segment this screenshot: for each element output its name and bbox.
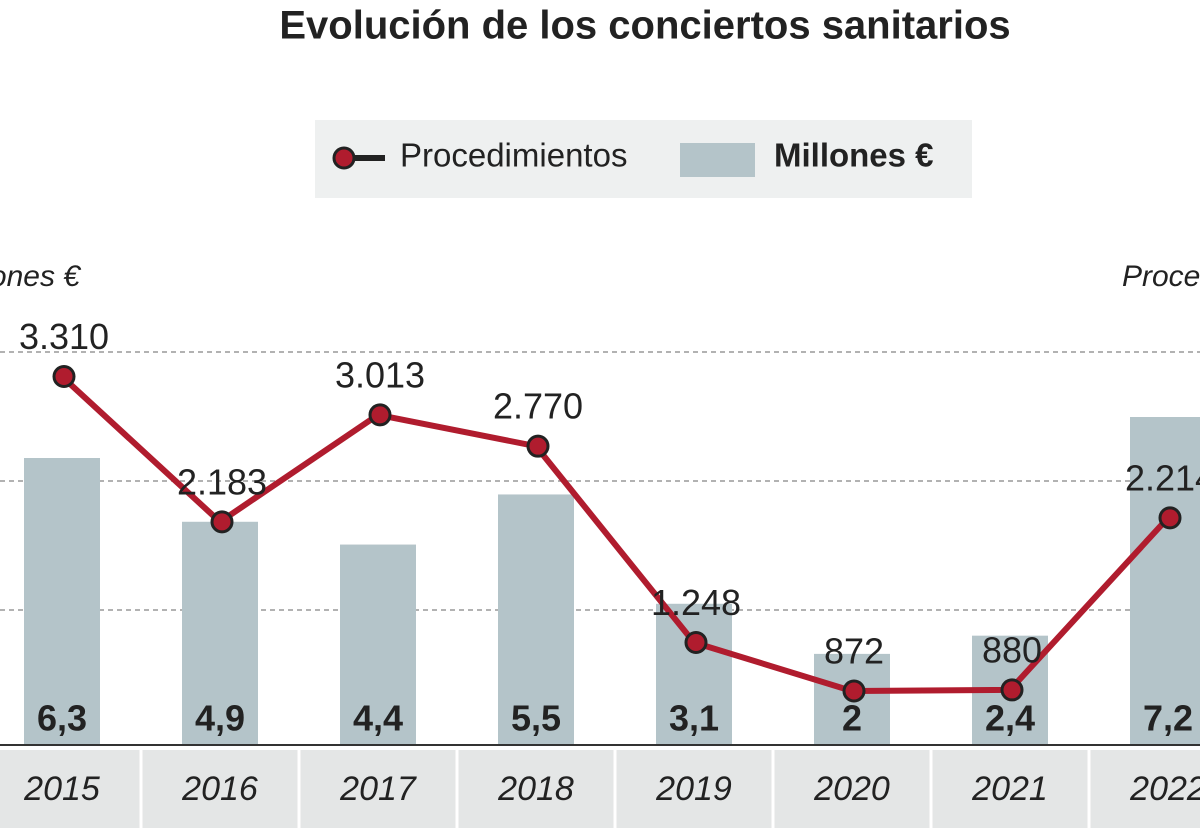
bar — [1130, 417, 1200, 745]
x-tick-label: 2020 — [813, 770, 890, 808]
x-tick-label: 2022 — [1129, 770, 1200, 808]
line-point — [684, 630, 708, 654]
bar — [498, 494, 574, 745]
line-value-label: 880 — [982, 629, 1042, 670]
line-point — [52, 365, 76, 389]
x-tick-label: 2016 — [181, 770, 258, 808]
legend-box — [315, 120, 972, 198]
category-cell — [1090, 750, 1200, 828]
x-tick-label: 2021 — [971, 770, 1048, 808]
x-tick-label: 2018 — [497, 770, 574, 808]
y-axis-label: Millones € — [0, 260, 81, 293]
chart-title: Evolución de los conciertos sanitarios — [279, 4, 1010, 48]
bar-value-label: 6,3 — [37, 698, 87, 739]
legend-label: Procedimientos — [400, 137, 627, 174]
line-point — [1000, 678, 1024, 702]
y2-axis-label: Procedimientos — [1122, 260, 1200, 293]
line-value-label: 2.183 — [177, 461, 267, 502]
line-value-label: 872 — [824, 630, 884, 671]
legend: Procedimientos Millones € — [332, 137, 934, 177]
bar-value-label: 2,4 — [985, 698, 1035, 739]
bar-value-label: 2 — [842, 698, 862, 739]
line-point — [842, 679, 866, 703]
category-cell — [300, 750, 456, 828]
category-cell — [616, 750, 772, 828]
line-value-label: 3.013 — [335, 354, 425, 395]
bar-value-label: 4,4 — [353, 698, 403, 739]
line — [59, 374, 1171, 694]
line-point — [368, 403, 392, 427]
bar — [656, 603, 732, 745]
bar — [340, 544, 416, 745]
line-point — [1158, 506, 1182, 530]
category-cell — [458, 750, 614, 828]
bar-value-label: 4,9 — [195, 698, 245, 739]
bar-value-label: 5,5 — [511, 698, 561, 739]
line-value-label: 2.214 — [1125, 457, 1200, 498]
bar — [182, 521, 258, 745]
legend-marker — [332, 146, 356, 170]
legend-label: Millones € — [774, 137, 934, 174]
x-tick-label: 2015 — [23, 770, 100, 808]
x-tick-label: 2017 — [339, 770, 417, 808]
line-value-label: 1.248 — [651, 582, 741, 623]
line-point — [210, 510, 234, 534]
legend-swatch — [680, 143, 755, 177]
x-tick-label: 2019 — [655, 770, 732, 808]
category-cell — [774, 750, 930, 828]
bar-value-label: 7,2 — [1143, 698, 1193, 739]
line-point — [526, 434, 550, 458]
category-cell — [0, 750, 140, 828]
category-cell — [142, 750, 298, 828]
category-cell — [932, 750, 1088, 828]
line-value-label: 2.770 — [493, 386, 583, 427]
bar-value-label: 3,1 — [669, 698, 719, 739]
line-value-label: 3.310 — [19, 316, 109, 357]
bar — [24, 458, 100, 745]
